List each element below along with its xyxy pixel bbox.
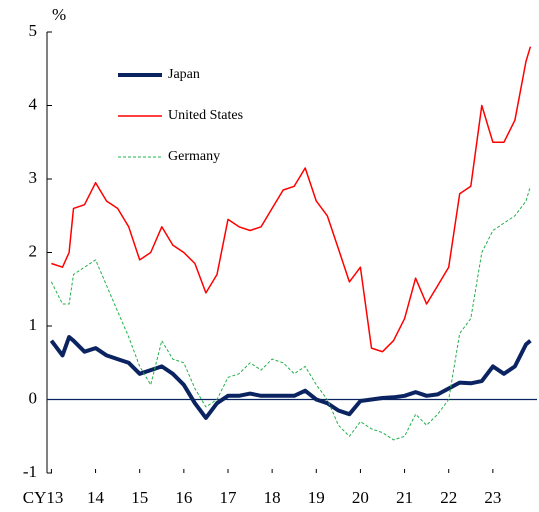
x-tick-label: 17 <box>219 488 237 507</box>
x-tick-label: 19 <box>308 488 325 507</box>
y-axis-label: % <box>52 5 66 24</box>
series-line <box>51 46 532 353</box>
x-tick-label: 20 <box>352 488 369 507</box>
x-tick-label: 23 <box>484 488 501 507</box>
y-tick-label: 3 <box>29 168 38 187</box>
series-line <box>49 335 532 420</box>
series-line <box>50 186 531 441</box>
y-tick-label: 2 <box>29 241 38 260</box>
x-tick-label: 16 <box>175 488 192 507</box>
x-tick-label: 18 <box>264 488 281 507</box>
x-tick-label: 14 <box>87 488 105 507</box>
y-tick-label: 5 <box>29 21 38 40</box>
legend-label: Germany <box>168 149 220 164</box>
x-tick-label: 21 <box>396 488 413 507</box>
x-tick-label: CY13 <box>23 488 64 507</box>
legend-label: Japan <box>168 67 200 82</box>
y-tick-label: -1 <box>23 462 37 481</box>
x-tick-label: 22 <box>440 488 457 507</box>
x-tick-label: 15 <box>131 488 148 507</box>
y-tick-label: 0 <box>29 388 38 407</box>
y-tick-label: 1 <box>29 315 38 334</box>
y-tick-label: 4 <box>29 94 38 113</box>
legend-label: United States <box>168 108 243 123</box>
